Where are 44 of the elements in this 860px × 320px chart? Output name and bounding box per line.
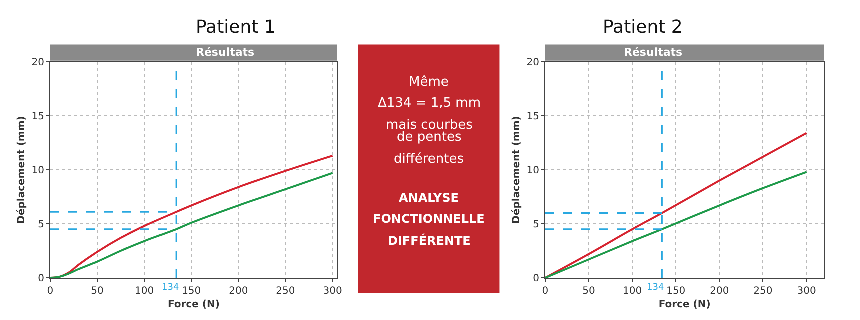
x-tick-label: 100 bbox=[623, 286, 642, 297]
x-tick-label: 250 bbox=[276, 286, 296, 297]
x-tick-label: 200 bbox=[229, 286, 248, 297]
text: de pentes bbox=[397, 130, 462, 145]
text: ANALYSE bbox=[399, 191, 459, 205]
chart-title: Patient 2 bbox=[603, 17, 683, 38]
x-axis-title: Force (N) bbox=[658, 300, 711, 310]
chart-title: Patient 1 bbox=[196, 17, 276, 38]
y-axis-title: Déplacement (mm) bbox=[512, 116, 523, 224]
x-tick-label: 200 bbox=[710, 286, 730, 297]
x-tick-label: 100 bbox=[135, 286, 154, 297]
y-tick-label: 20 bbox=[32, 58, 44, 68]
text: mais courbes bbox=[386, 118, 474, 133]
x-tick-label: 150 bbox=[666, 286, 686, 297]
x-tick-label: 150 bbox=[182, 286, 202, 297]
text: Δ134 = 1,5 mm bbox=[378, 96, 481, 111]
line-series bbox=[545, 132, 808, 278]
y-axis-title: Déplacement (mm) bbox=[16, 116, 28, 224]
x-tick-label: 250 bbox=[754, 286, 773, 297]
x-tick-label: 0 bbox=[47, 286, 54, 297]
x-tick-label: 0 bbox=[542, 286, 549, 297]
ref-line-label: 134 bbox=[162, 283, 180, 293]
y-tick-label: 5 bbox=[533, 220, 540, 230]
y-tick-label: 10 bbox=[32, 166, 44, 176]
text: Même bbox=[409, 75, 449, 90]
x-tick-label: 50 bbox=[91, 286, 104, 297]
ref-line-label: 134 bbox=[647, 283, 664, 293]
text: FONCTIONNELLE bbox=[373, 212, 485, 226]
x-tick-label: 50 bbox=[582, 286, 596, 297]
x-tick-label: 300 bbox=[323, 286, 342, 297]
y-tick-label: 5 bbox=[38, 220, 44, 230]
y-tick-label: 15 bbox=[32, 112, 44, 122]
y-tick-label: 10 bbox=[526, 166, 540, 176]
text: DIFFÉRENTE bbox=[388, 233, 471, 248]
chart-subtitle: Résultats bbox=[196, 46, 256, 59]
x-tick-label: 300 bbox=[797, 286, 816, 297]
y-tick-label: 0 bbox=[533, 274, 540, 284]
text: différentes bbox=[394, 152, 464, 167]
chart-subtitle: Résultats bbox=[624, 46, 684, 59]
line-series bbox=[545, 171, 808, 278]
y-tick-label: 15 bbox=[526, 112, 540, 122]
x-axis-title: Force (N) bbox=[168, 300, 220, 310]
y-tick-label: 20 bbox=[526, 58, 540, 68]
y-tick-label: 0 bbox=[38, 274, 44, 284]
